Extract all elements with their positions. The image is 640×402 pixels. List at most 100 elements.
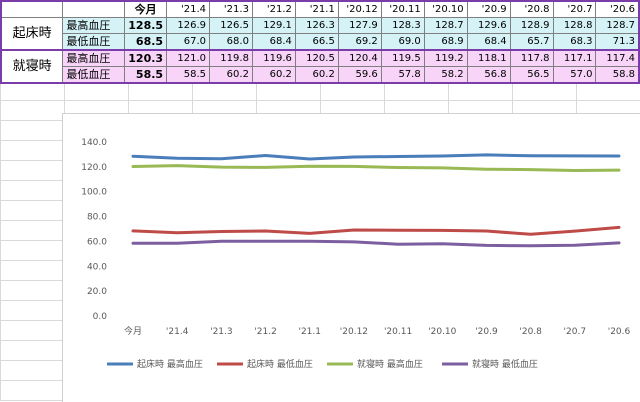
table-cell[interactable]: 56.5 (509, 66, 554, 84)
table-cell[interactable]: 126.3 (294, 17, 339, 34)
series-line[interactable] (131, 225, 621, 236)
table-cell[interactable]: 118.1 (466, 49, 511, 67)
row-label: 最低血圧 (62, 33, 126, 51)
table-cell[interactable]: 71.3 (595, 33, 640, 51)
x-tick-label: '21.3 (210, 327, 233, 337)
x-tick-label: '20.10 (428, 327, 457, 337)
table-cell[interactable]: 119.2 (423, 49, 468, 67)
table-cell[interactable]: 65.7 (509, 33, 554, 51)
table-cell[interactable]: 119.5 (380, 49, 425, 67)
x-tick-label: '20.6 (608, 327, 631, 337)
table-cell[interactable]: 68.9 (423, 33, 468, 51)
group-label: 就寝時 (0, 49, 64, 84)
table-cell[interactable]: 119.6 (251, 49, 296, 67)
legend-label: 起床時 最低血圧 (247, 358, 313, 370)
table-cell[interactable]: 58.2 (423, 66, 468, 84)
table-cell[interactable]: 58.8 (595, 66, 640, 84)
y-tick-label: 100.0 (81, 188, 107, 198)
x-tick-label: '20.9 (475, 327, 498, 337)
x-tick-label: '21.4 (166, 327, 189, 337)
table-cell[interactable]: 117.1 (552, 49, 597, 67)
table-cell[interactable]: 128.3 (380, 17, 425, 34)
table-cell[interactable]: 121.0 (166, 49, 210, 67)
table-cell[interactable]: 128.7 (595, 17, 640, 34)
header-month-cell: '21.1 (294, 0, 339, 18)
row-label: 最高血圧 (62, 17, 126, 34)
table-cell[interactable]: 57.8 (380, 66, 425, 84)
table-cell[interactable]: 60.2 (209, 66, 253, 84)
header-month-cell: '21.2 (251, 0, 296, 18)
header-empty-cell (62, 0, 126, 18)
table-cell[interactable]: 120.3 (124, 49, 168, 67)
x-tick-label: '20.7 (564, 327, 587, 337)
legend-label: 就寝時 最高血圧 (357, 358, 423, 370)
header-month-cell: 今月 (124, 0, 168, 18)
table-cell[interactable]: 126.9 (166, 17, 210, 34)
series-line[interactable] (131, 239, 621, 248)
table-cell[interactable]: 68.3 (552, 33, 597, 51)
table-cell[interactable]: 60.2 (251, 66, 296, 84)
table-cell[interactable]: 58.5 (166, 66, 210, 84)
y-tick-label: 40.0 (87, 262, 107, 272)
table-cell[interactable]: 129.1 (251, 17, 296, 34)
table-cell[interactable]: 69.0 (380, 33, 425, 51)
table-cell[interactable]: 128.9 (509, 17, 554, 34)
header-month-cell: '20.9 (466, 0, 511, 18)
x-tick-label: '20.11 (384, 327, 412, 337)
table-cell[interactable]: 128.5 (124, 17, 168, 34)
table-cell[interactable]: 128.7 (423, 17, 468, 34)
table-cell[interactable]: 66.5 (294, 33, 339, 51)
table-cell[interactable]: 119.8 (209, 49, 253, 67)
y-tick-label: 60.0 (87, 237, 107, 247)
table-cell[interactable]: 67.0 (166, 33, 210, 51)
y-tick-label: 140.0 (81, 138, 107, 148)
row-label: 最高血圧 (62, 49, 126, 67)
table-cell[interactable]: 68.4 (251, 33, 296, 51)
header-month-cell: '21.4 (166, 0, 210, 18)
table-cell[interactable]: 120.5 (294, 49, 339, 67)
row-label: 最低血圧 (62, 66, 126, 84)
y-tick-label: 20.0 (87, 287, 107, 297)
y-tick-label: 80.0 (87, 213, 107, 223)
blood-pressure-table: 今月 '21.4'21.3'21.2'21.1'20.12'20.11'20.10… (0, 0, 640, 84)
header-month-cell: '20.6 (595, 0, 640, 18)
x-tick-label: '21.1 (298, 327, 321, 337)
table-cell[interactable]: 117.4 (595, 49, 640, 67)
header-empty-cell (0, 0, 64, 18)
table-cell[interactable]: 59.6 (337, 66, 382, 84)
table-cell[interactable]: 68.0 (209, 33, 253, 51)
group-label: 起床時 (0, 17, 64, 51)
table-header-row: 今月 '21.4'21.3'21.2'21.1'20.12'20.11'20.10… (0, 0, 640, 18)
series-line[interactable] (131, 164, 621, 172)
y-tick-label: 120.0 (81, 163, 107, 173)
legend-label: 起床時 最高血圧 (137, 358, 203, 370)
table-cell[interactable]: 129.6 (466, 17, 511, 34)
x-tick-label: 今月 (124, 325, 142, 337)
header-month-cell: '20.10 (423, 0, 468, 18)
header-month-cell: '20.7 (552, 0, 597, 18)
table-cell[interactable]: 60.2 (294, 66, 339, 84)
table-cell[interactable]: 56.8 (466, 66, 511, 84)
table-cell[interactable]: 126.5 (209, 17, 253, 34)
series-line[interactable] (131, 153, 621, 161)
table-cell[interactable]: 117.8 (509, 49, 554, 67)
table-row: 起床時 最高血圧 128.5 126.9 126.5 129.1 126.3 127.9 128… (0, 17, 640, 51)
table-cell[interactable]: 58.5 (124, 66, 168, 84)
header-month-cell: '20.12 (337, 0, 382, 18)
table-cell[interactable]: 128.8 (552, 17, 597, 34)
chart-area: 0.0 20.0 40.0 60.0 80.0 100.0 120.0 140.0 今月 '21.… (62, 113, 640, 402)
table-row: 最低血圧 58.5 58.5 60.2 60.2 60.2 59.6 57.8 58.2 56.8… (1, 66, 640, 84)
table-cell[interactable]: 120.4 (337, 49, 382, 67)
table-cell[interactable]: 68.4 (466, 33, 511, 51)
header-month-cell: '21.3 (209, 0, 253, 18)
table-row: 就寝時 最高血圧 120.3 121.0 119.8 119.6 120.5 120.4 119… (0, 49, 640, 84)
table-cell[interactable]: 69.2 (337, 33, 382, 51)
table-cell[interactable]: 57.0 (552, 66, 597, 84)
x-tick-label: '20.8 (519, 327, 542, 337)
y-tick-label: 0.0 (93, 312, 108, 322)
line-chart: 0.0 20.0 40.0 60.0 80.0 100.0 120.0 140.0 今月 '21.… (81, 138, 631, 370)
table-row: 最低血圧 68.5 67.0 68.0 68.4 66.5 69.2 69.0 68.9 68.4… (1, 33, 640, 51)
table-cell[interactable]: 127.9 (337, 17, 382, 34)
legend-label: 就寝時 最低血圧 (472, 358, 538, 370)
table-cell[interactable]: 68.5 (124, 33, 168, 51)
